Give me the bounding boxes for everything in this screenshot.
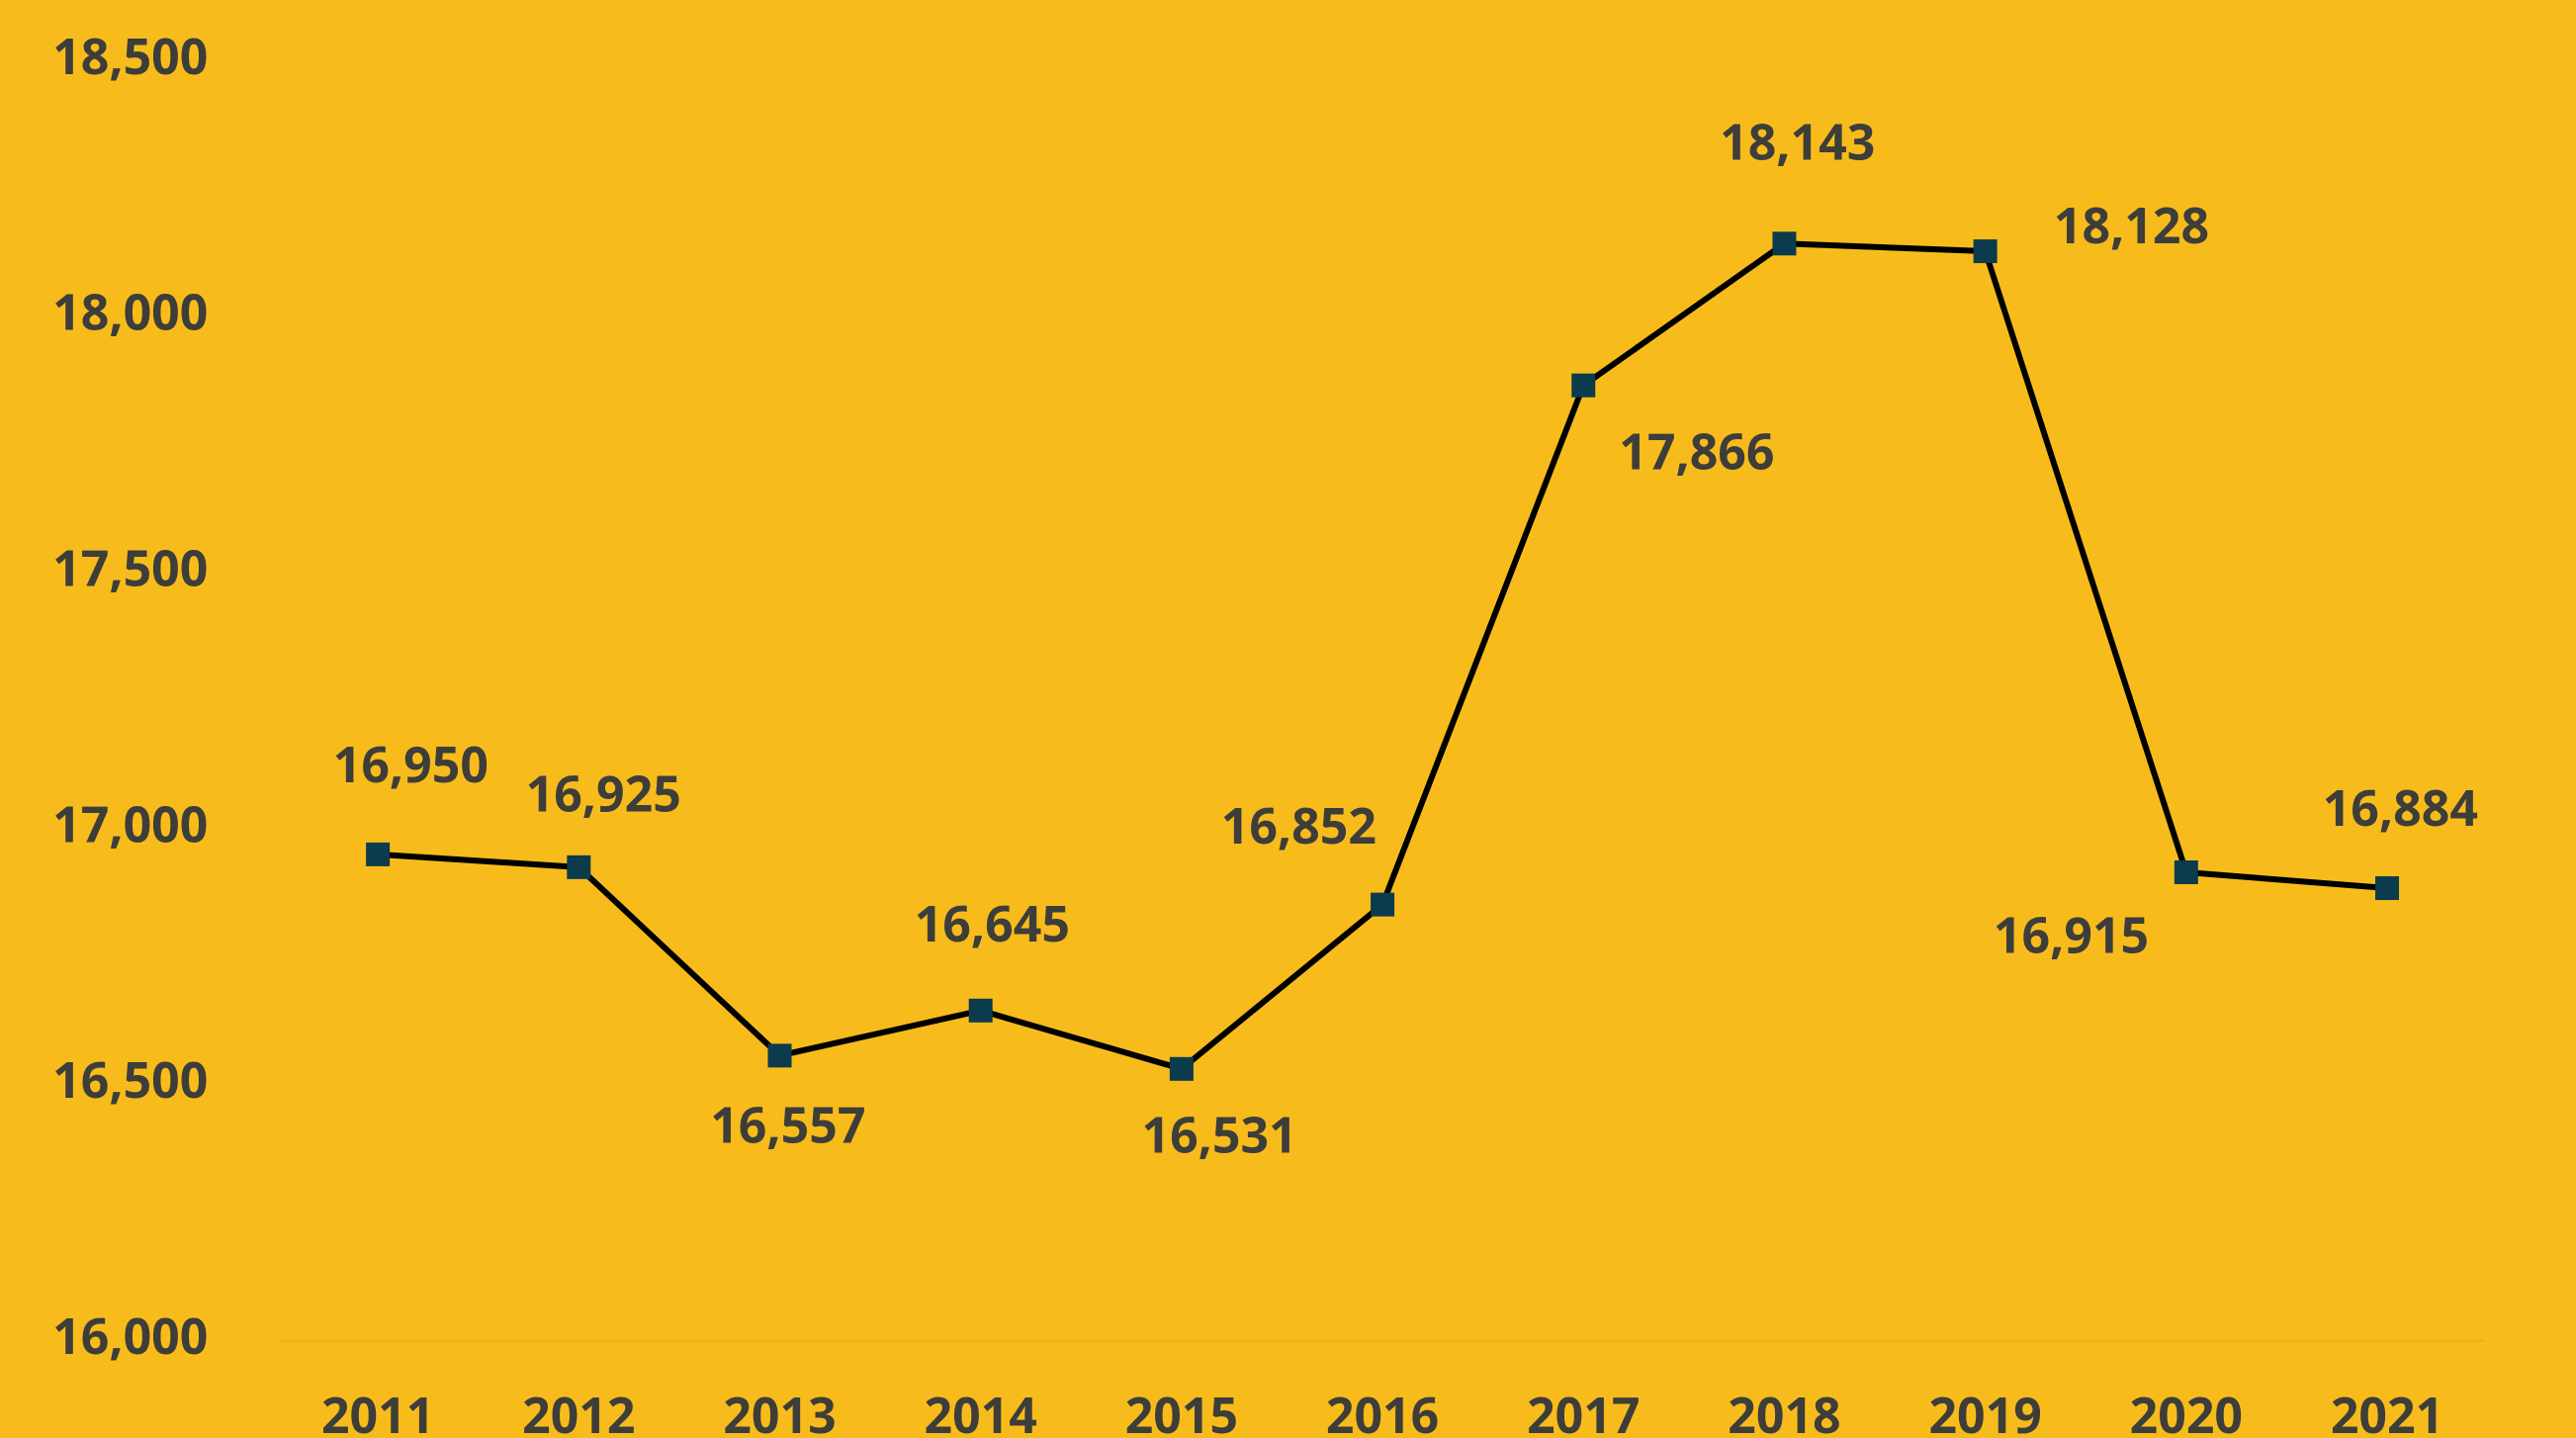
- marker: [1772, 231, 1797, 256]
- data-label: 16,852: [1221, 791, 1377, 858]
- y-tick-label: 18,000: [52, 278, 208, 345]
- y-tick-label: 18,500: [52, 22, 208, 89]
- marker: [366, 842, 391, 866]
- marker: [1169, 1056, 1194, 1081]
- x-tick-label: 2020: [2130, 1381, 2243, 1438]
- x-tick-label: 2014: [925, 1381, 1037, 1438]
- x-tick-label: 2018: [1728, 1381, 1840, 1438]
- data-label: 18,128: [2054, 191, 2209, 258]
- data-label: 16,950: [333, 730, 489, 797]
- data-label: 17,866: [1619, 417, 1774, 485]
- marker: [567, 854, 591, 879]
- data-label: 16,925: [526, 759, 681, 826]
- x-tick-label: 2016: [1326, 1381, 1439, 1438]
- y-tick-label: 17,500: [52, 534, 208, 601]
- data-label: 16,645: [915, 889, 1070, 956]
- marker: [968, 998, 993, 1023]
- x-tick-label: 2013: [723, 1381, 836, 1438]
- marker: [1371, 892, 1395, 917]
- x-tick-label: 2019: [1928, 1381, 2041, 1438]
- x-tick-label: 2017: [1527, 1381, 1640, 1438]
- data-label: 16,915: [1994, 901, 2149, 968]
- marker: [2174, 860, 2198, 885]
- x-tick-label: 2015: [1125, 1381, 1238, 1438]
- x-tick-label: 2021: [2331, 1381, 2443, 1438]
- y-tick-label: 16,000: [52, 1302, 208, 1369]
- marker: [1571, 373, 1596, 398]
- data-label: 16,557: [710, 1090, 865, 1157]
- data-label: 18,143: [1720, 108, 1875, 175]
- data-label: 16,884: [2323, 773, 2478, 841]
- x-tick-label: 2012: [522, 1381, 635, 1438]
- marker: [767, 1043, 792, 1068]
- y-tick-label: 17,000: [52, 789, 208, 856]
- y-tick-label: 16,500: [52, 1045, 208, 1113]
- data-label: 16,531: [1141, 1101, 1296, 1168]
- x-tick-label: 2011: [321, 1381, 434, 1438]
- marker: [1973, 239, 1998, 264]
- marker: [2375, 876, 2400, 901]
